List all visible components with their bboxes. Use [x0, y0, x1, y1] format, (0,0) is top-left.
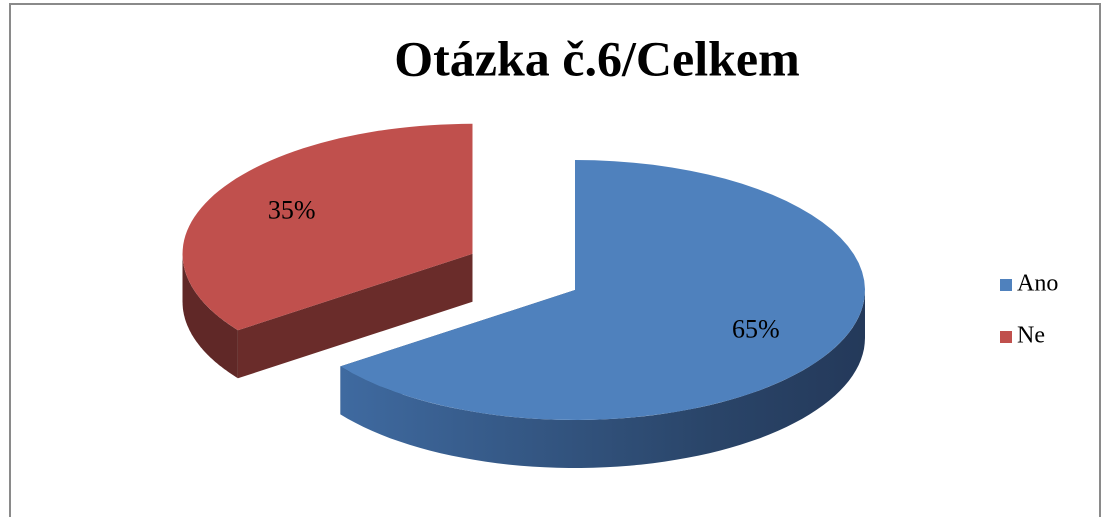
data-label: 65% [732, 314, 780, 343]
data-label: 35% [268, 195, 316, 224]
pie-slice [340, 160, 865, 468]
legend-label: Ne [1017, 323, 1045, 349]
chart-title: Otázka č.6/Celkem [394, 30, 799, 86]
slice-face [237, 253, 473, 379]
legend-label: Ano [1017, 271, 1058, 297]
slice-top [182, 123, 473, 331]
pie-slice [182, 123, 473, 379]
slice-side [182, 253, 238, 379]
slice-top [340, 160, 865, 420]
legend-swatch [1000, 331, 1012, 343]
slice-side [340, 290, 865, 468]
legend-swatch [1000, 279, 1012, 291]
